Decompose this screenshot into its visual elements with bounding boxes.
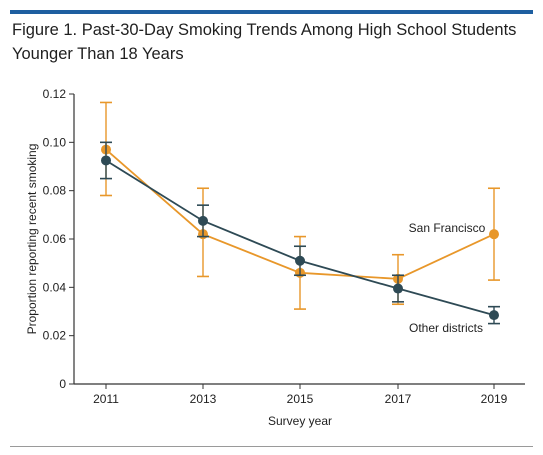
y-tick-label: 0.06 [43, 232, 67, 246]
other-districts-data-point [489, 310, 499, 321]
x-tick-label: 2017 [385, 392, 412, 406]
y-tick-label: 0.12 [43, 87, 67, 101]
x-tick-label: 2015 [287, 392, 314, 406]
y-tick-label: 0.10 [43, 135, 67, 149]
san-francisco-data-point [489, 229, 499, 240]
other-districts-data-point [295, 255, 305, 266]
y-tick-label: 0.04 [43, 280, 67, 294]
other-districts-data-point [101, 155, 111, 166]
x-tick-label: 2011 [93, 392, 119, 406]
other-districts-data-point [393, 283, 403, 294]
title-accent-rule [10, 10, 533, 14]
x-tick-label: 2019 [481, 392, 508, 406]
x-tick-label: 2013 [190, 392, 217, 406]
y-axis-label: Proportion reporting recent smoking [25, 144, 39, 335]
x-axis-label: Survey year [268, 414, 332, 428]
y-tick-label: 0 [59, 377, 66, 391]
series-label-other-districts: Other districts [409, 321, 483, 335]
bottom-rule [10, 446, 533, 447]
figure-title: Figure 1. Past-30-Day Smoking Trends Amo… [12, 21, 517, 63]
other-districts-data-point [198, 215, 208, 226]
y-tick-label: 0.08 [43, 184, 67, 198]
y-tick-label: 0.02 [43, 329, 67, 343]
series-label-san-francisco: San Francisco [409, 221, 486, 235]
